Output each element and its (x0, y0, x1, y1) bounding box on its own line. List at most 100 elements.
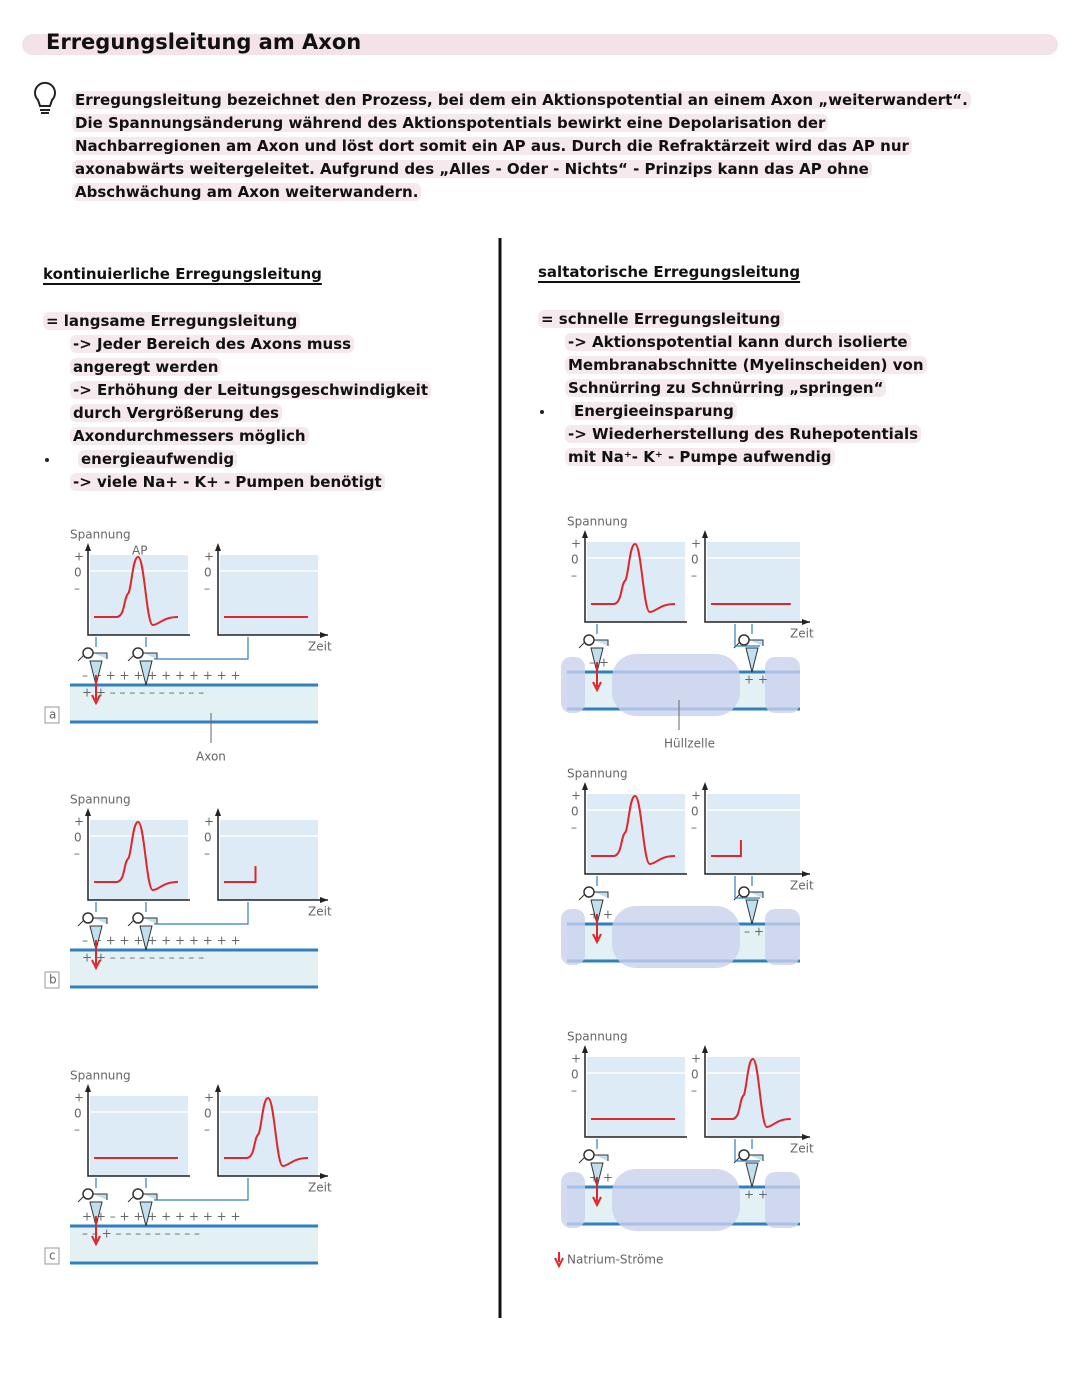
y-axis-label: Spannung (70, 528, 131, 542)
electrode-head (583, 634, 595, 646)
y-axis-label: Spannung (70, 793, 131, 807)
bullet (540, 410, 544, 414)
column-line: energieaufwendig (78, 449, 238, 469)
charge-row: – – + – – – – – – – – – (82, 1227, 200, 1241)
x-axis-arrow (320, 897, 328, 903)
axon (70, 1226, 318, 1263)
axes (217, 547, 328, 636)
y-axis-label: Spannung (567, 767, 628, 781)
text-highlight: Abschwächung am Axon weiterwandern. (72, 183, 422, 201)
axis-arrow (702, 530, 708, 538)
intro-line: axonabwärts weitergeleitet. Aufgrund des… (72, 159, 872, 179)
axes (584, 534, 687, 623)
text-highlight: Erregungsleitung bezeichnet den Prozess,… (72, 91, 971, 109)
text-highlight: Die Spannungsänderung während des Aktion… (72, 114, 829, 132)
myelin (612, 654, 740, 716)
figure: Spannung +0 – +0 – Zeit – + + + + + + + + + + … (44, 793, 332, 989)
sodium-current (592, 1177, 602, 1208)
graph-box (587, 794, 685, 874)
graph-box (220, 820, 318, 900)
electrode (733, 891, 764, 925)
electrode-head (132, 647, 144, 659)
axes (704, 786, 810, 875)
graph-box (90, 1096, 188, 1176)
voltage-curve (224, 866, 257, 883)
figure-letter: c (49, 1249, 56, 1263)
axis-mark: – (74, 1123, 80, 1137)
column-line: -> Erhöhung der Leitungsgeschwindigkeit (70, 380, 431, 400)
graph-box (587, 1057, 685, 1137)
axon (70, 950, 318, 987)
sodium-current (91, 675, 101, 706)
text-highlight: Nachbarregionen am Axon und löst dort so… (72, 137, 912, 155)
electrode (77, 652, 108, 686)
graph-box (707, 542, 800, 622)
x-axis-arrow (320, 632, 328, 638)
signal-wire (95, 902, 249, 925)
axis-mark: 0 (204, 566, 212, 580)
figure: Spannung +0 – +0 – Zeit AP – + + + + + + + + + … (44, 528, 332, 764)
voltage-curve (224, 1096, 309, 1168)
intro-line: Erregungsleitung bezeichnet den Prozess,… (72, 90, 971, 110)
electrode-head (132, 1188, 144, 1200)
axes (217, 812, 328, 901)
axis-mark: 0 (691, 1068, 699, 1082)
axis-mark: + (204, 550, 214, 564)
axis-arrow (215, 543, 221, 551)
axis-arrow (215, 808, 221, 816)
figure: Spannung +0 – +0 – Zeit + + – + + + + + + + + … (44, 1069, 332, 1265)
signal-wire (95, 1178, 249, 1201)
axis-mark: – (571, 569, 577, 583)
electrode (127, 917, 158, 951)
figure-caption: Axon (196, 750, 226, 764)
column-line: -> Wiederherstellung des Ruhepotentials (565, 424, 922, 444)
intro-line: Nachbarregionen am Axon und löst dort so… (72, 136, 912, 156)
electrode (578, 891, 609, 925)
axis-arrow (582, 530, 588, 538)
axis-mark: + (691, 789, 701, 803)
axis-mark: + (204, 1091, 214, 1105)
legend-arrow (554, 1252, 564, 1269)
sodium-current (592, 662, 602, 693)
axes (704, 1049, 810, 1138)
electrode (127, 652, 158, 686)
axis-mark: 0 (691, 553, 699, 567)
axis-mark: 0 (204, 831, 212, 845)
text-highlight: -> Wiederherstellung des Ruhepotentials (565, 425, 922, 443)
electrode-head (738, 886, 750, 898)
axis-arrow (582, 1045, 588, 1053)
charge-row: + + – – – – – – – – – – (82, 951, 204, 965)
axes (87, 812, 190, 901)
signal-wire (596, 876, 760, 899)
graph-box (90, 555, 188, 635)
axis-mark: – (691, 1084, 697, 1098)
axis-mark: + (691, 1052, 701, 1066)
voltage-curve (591, 542, 676, 614)
axis-mark: – (691, 569, 697, 583)
figure: Spannung+0–+0–Zeit+ ++ + (561, 1030, 814, 1231)
column-heading: kontinuierliche Erregungsleitung (43, 265, 322, 283)
graph-box (707, 1057, 800, 1137)
axis-arrow (215, 1084, 221, 1092)
axis-mark: + (571, 789, 581, 803)
axis-mark: – (204, 1123, 210, 1137)
axes (87, 547, 190, 636)
axes (87, 1088, 190, 1177)
axis-arrow (85, 808, 91, 816)
axis-mark: 0 (571, 805, 579, 819)
sodium-current (592, 914, 602, 945)
axes (584, 786, 687, 875)
title-highlight (22, 34, 1058, 55)
sodium-current (91, 1216, 101, 1247)
axis-arrow (582, 782, 588, 790)
axis-arrow (85, 543, 91, 551)
x-axis-arrow (802, 619, 810, 625)
electrode (733, 1154, 764, 1188)
y-axis-label: Spannung (567, 515, 628, 529)
text-highlight: axonabwärts weitergeleitet. Aufgrund des… (72, 160, 872, 178)
axis-mark: + (571, 537, 581, 551)
intro-line: Abschwächung am Axon weiterwandern. (72, 182, 422, 202)
axis-mark: 0 (571, 1068, 579, 1082)
column-line: -> Jeder Bereich des Axons muss (70, 334, 355, 354)
charge-row: + + – + + + + + + + + + (82, 1210, 241, 1224)
